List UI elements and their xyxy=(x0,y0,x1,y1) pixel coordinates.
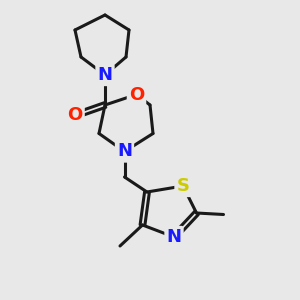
Text: O: O xyxy=(68,106,82,124)
Text: S: S xyxy=(176,177,190,195)
Text: O: O xyxy=(129,85,144,103)
Text: N: N xyxy=(167,228,182,246)
Text: N: N xyxy=(98,66,112,84)
Text: N: N xyxy=(117,142,132,160)
